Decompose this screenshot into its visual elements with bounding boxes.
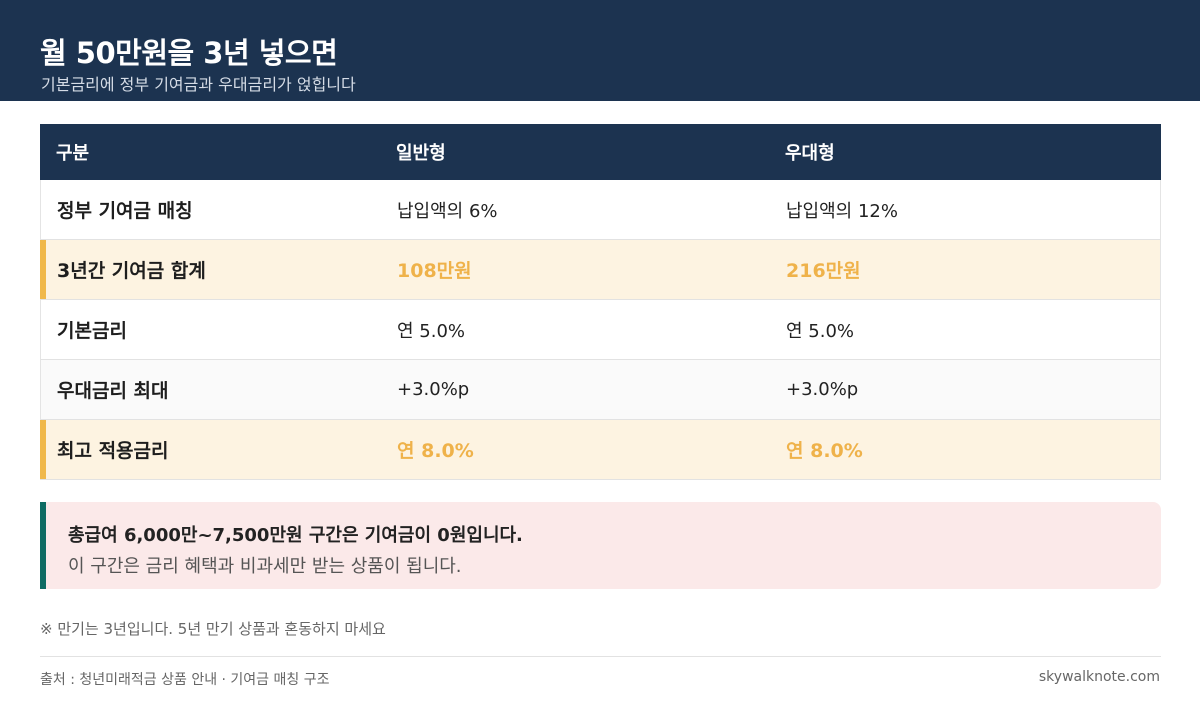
notice-headline: 총급여 6,000만~7,500만원 구간은 기여금이 0원입니다. xyxy=(68,525,523,546)
notice-accent-bar xyxy=(40,502,46,589)
page-title: 월 50만원을 3년 넣으면 xyxy=(40,36,338,70)
table-row: 정부 기여금 매칭 납입액의 6% 납입액의 12% xyxy=(40,180,1161,240)
general-value: 납입액의 6% xyxy=(397,200,498,222)
preferred-value: +3.0%p xyxy=(786,379,859,400)
general-value: 연 8.0% xyxy=(397,440,474,462)
row-label: 기본금리 xyxy=(57,320,127,342)
page-subtitle: 기본금리에 정부 기여금과 우대금리가 얹힙니다 xyxy=(41,75,356,94)
row-label: 3년간 기여금 합계 xyxy=(57,260,206,282)
preferred-value: 연 5.0% xyxy=(786,320,855,342)
footer-divider xyxy=(40,656,1161,657)
table-row-highlight: 최고 적용금리 연 8.0% 연 8.0% xyxy=(40,420,1161,480)
column-header-general: 일반형 xyxy=(396,143,446,164)
source-caption: 출처 : 청년미래적금 상품 안내 · 기여금 매칭 구조 xyxy=(40,672,330,688)
table-header-row: 구분 일반형 우대형 xyxy=(40,124,1161,180)
comparison-table: 구분 일반형 우대형 정부 기여금 매칭 납입액의 6% 납입액의 12% 3년… xyxy=(40,124,1161,480)
row-label: 우대금리 최대 xyxy=(57,380,169,402)
general-value: +3.0%p xyxy=(397,379,470,400)
column-header-preferred: 우대형 xyxy=(785,143,835,164)
preferred-value: 216만원 xyxy=(786,260,861,282)
general-value: 연 5.0% xyxy=(397,320,466,342)
site-credit: skywalknote.com xyxy=(1038,669,1160,685)
table-row-highlight: 3년간 기여금 합계 108만원 216만원 xyxy=(40,240,1161,300)
row-label: 정부 기여금 매칭 xyxy=(57,200,193,222)
notice-detail: 이 구간은 금리 혜택과 비과세만 받는 상품이 됩니다. xyxy=(68,556,462,577)
general-value: 108만원 xyxy=(397,260,472,282)
notice-callout: 총급여 6,000만~7,500만원 구간은 기여금이 0원입니다. 이 구간은… xyxy=(40,502,1161,589)
footnote: ※ 만기는 3년입니다. 5년 만기 상품과 혼동하지 마세요 xyxy=(40,620,386,638)
column-header-category: 구분 xyxy=(56,143,90,164)
table-row: 기본금리 연 5.0% 연 5.0% xyxy=(40,300,1161,360)
preferred-value: 납입액의 12% xyxy=(786,200,898,222)
page-header: 월 50만원을 3년 넣으면 기본금리에 정부 기여금과 우대금리가 얹힙니다 xyxy=(0,0,1200,101)
table-row: 우대금리 최대 +3.0%p +3.0%p xyxy=(40,360,1161,420)
row-label: 최고 적용금리 xyxy=(57,440,169,462)
preferred-value: 연 8.0% xyxy=(786,440,863,462)
